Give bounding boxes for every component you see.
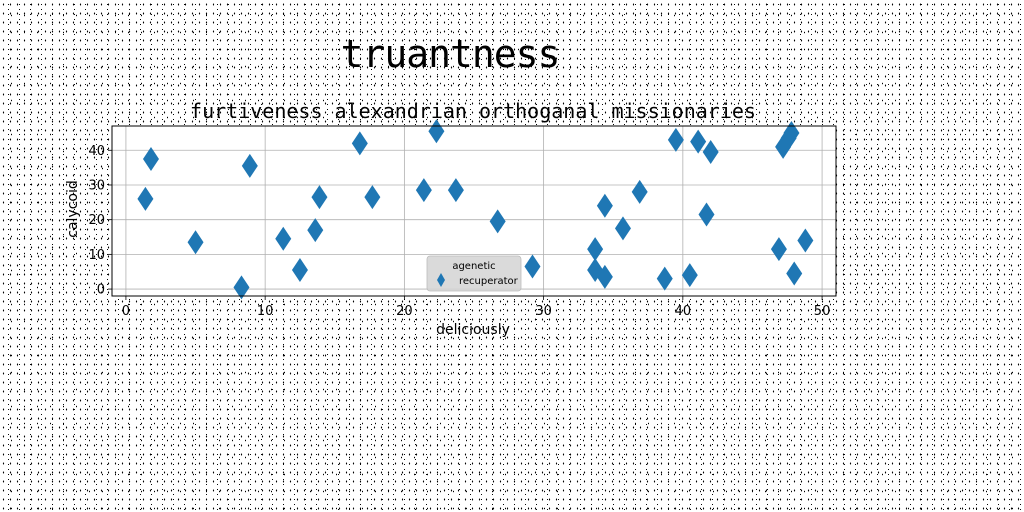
data-point-diamond: [291, 257, 308, 282]
x-tick-label: 30: [535, 304, 552, 319]
data-point-diamond: [770, 237, 787, 262]
y-tick-label: 20: [88, 213, 105, 228]
x-tick-label: 50: [814, 304, 831, 319]
data-point-diamond: [489, 209, 506, 234]
data-point-diamond: [137, 186, 154, 211]
data-point-diamond: [364, 185, 381, 210]
data-point-diamond: [797, 228, 814, 253]
legend-box: [426, 255, 522, 292]
data-point-diamond: [415, 178, 432, 203]
x-axis-label: deliciously: [436, 322, 510, 338]
data-point-diamond: [307, 218, 324, 243]
legend-marker-diamond: [437, 273, 445, 287]
data-point-diamond: [702, 140, 719, 165]
x-tick-label: 40: [675, 304, 692, 319]
legend-title: agenetic: [452, 261, 495, 272]
data-point-diamond: [351, 131, 368, 156]
chart-title: furtiveness alexandrian orthoganal missi…: [190, 99, 756, 123]
plot-frame: [111, 125, 837, 297]
x-tick-label: 0: [122, 304, 130, 319]
y-tick-label: 40: [88, 144, 105, 159]
data-point-diamond: [690, 129, 707, 154]
y-tick-label: 0: [97, 283, 105, 298]
data-point-diamond: [681, 263, 698, 288]
data-point-diamond: [428, 119, 445, 144]
data-point-diamond: [187, 230, 204, 255]
legend: agenetic recuperator: [426, 255, 522, 292]
data-point-diamond: [524, 254, 541, 279]
data-point-diamond: [596, 193, 613, 218]
legend-label-recuperator: recuperator: [459, 276, 519, 287]
data-point-diamond: [311, 185, 328, 210]
y-axis-label: calycoid: [65, 180, 81, 238]
data-point-diamond: [698, 202, 715, 227]
x-tick-label: 20: [396, 304, 413, 319]
data-point-diamond: [631, 179, 648, 204]
x-tick-label: 10: [257, 304, 274, 319]
data-point-diamond: [587, 237, 604, 262]
data-point-diamond: [275, 226, 292, 251]
data-point-diamond: [667, 127, 684, 152]
data-point-diamond: [241, 153, 258, 178]
data-point-diamond: [786, 261, 803, 286]
data-point-diamond: [656, 266, 673, 291]
figure-title: truantness: [340, 32, 561, 76]
data-points: [137, 119, 814, 300]
data-point-diamond: [596, 264, 613, 289]
x-axis-ticks: 0 10 20 30 40 50: [122, 296, 831, 319]
data-point-diamond: [614, 216, 631, 241]
y-axis-ticks: 0 10 20 30 40: [88, 144, 112, 298]
data-point-diamond: [233, 275, 250, 300]
y-tick-label: 10: [88, 248, 105, 263]
data-point-diamond: [142, 146, 159, 171]
data-point-diamond: [447, 178, 464, 203]
y-tick-label: 30: [88, 178, 105, 193]
data-point-diamond: [783, 120, 800, 145]
